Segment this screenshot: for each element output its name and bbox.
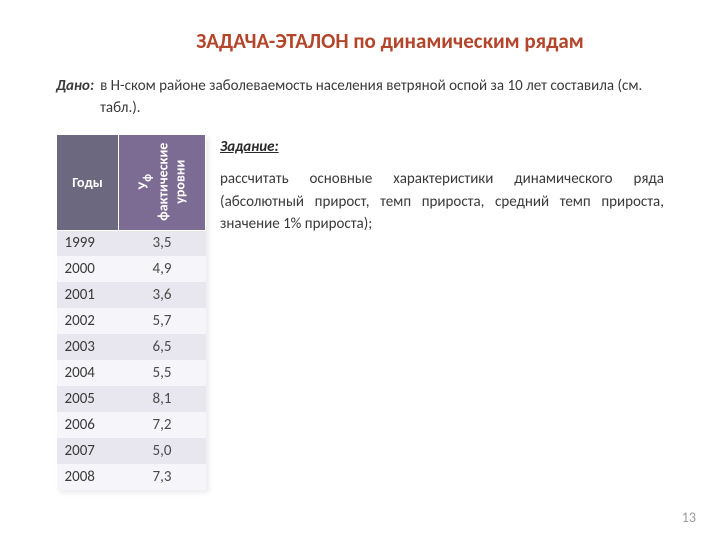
table-row: 19993,5 <box>57 230 206 256</box>
cell-value: 5,0 <box>119 438 206 464</box>
table-row: 20025,7 <box>57 308 206 334</box>
header-val-sub: ф <box>141 174 155 182</box>
table-row: 20067,2 <box>57 412 206 438</box>
data-table-wrap: Годы Уф фактические уровни 19993,520004,… <box>56 134 206 491</box>
page-number: 13 <box>682 509 696 526</box>
cell-value: 5,7 <box>119 308 206 334</box>
header-val-l3: уровни <box>171 160 188 204</box>
cell-year: 2006 <box>57 412 119 438</box>
header-val-l2: фактические <box>154 143 171 221</box>
cell-value: 3,6 <box>119 282 206 308</box>
cell-value: 8,1 <box>119 386 206 412</box>
cell-value: 4,9 <box>119 256 206 282</box>
given-label: Дано: <box>56 76 94 120</box>
cell-year: 2001 <box>57 282 119 308</box>
table-row: 20004,9 <box>57 256 206 282</box>
table-row: 20036,5 <box>57 334 206 360</box>
content-row: Годы Уф фактические уровни 19993,520004,… <box>56 134 664 491</box>
cell-year: 2007 <box>57 438 119 464</box>
cell-year: 2008 <box>57 464 119 490</box>
cell-year: 2003 <box>57 334 119 360</box>
task-label: Задание: <box>220 136 664 159</box>
table-row: 20045,5 <box>57 360 206 386</box>
cell-year: 1999 <box>57 230 119 256</box>
cell-value: 5,5 <box>119 360 206 386</box>
given-block: Дано: в Н-ском районе заболеваемость нас… <box>56 76 664 120</box>
table-header-year: Годы <box>57 134 119 230</box>
table-row: 20087,3 <box>57 464 206 490</box>
cell-value: 3,5 <box>119 230 206 256</box>
slide: ЗАДАЧА-ЭТАЛОН по динамическим рядам Дано… <box>0 0 720 540</box>
task-block: Задание: рассчитать основные характерист… <box>220 134 664 236</box>
cell-year: 2005 <box>57 386 119 412</box>
given-text: в Н-ском районе заболеваемость населения… <box>100 76 664 120</box>
header-val-sym: У <box>134 182 151 190</box>
cell-year: 2000 <box>57 256 119 282</box>
slide-title: ЗАДАЧА-ЭТАЛОН по динамическим рядам <box>116 28 664 54</box>
table-row: 20075,0 <box>57 438 206 464</box>
task-text: рассчитать основные характеристики динам… <box>220 168 664 236</box>
cell-value: 7,3 <box>119 464 206 490</box>
data-table: Годы Уф фактические уровни 19993,520004,… <box>56 134 206 491</box>
cell-value: 6,5 <box>119 334 206 360</box>
cell-year: 2002 <box>57 308 119 334</box>
table-row: 20013,6 <box>57 282 206 308</box>
table-row: 20058,1 <box>57 386 206 412</box>
cell-value: 7,2 <box>119 412 206 438</box>
table-header-value: Уф фактические уровни <box>119 134 206 230</box>
cell-year: 2004 <box>57 360 119 386</box>
table-body: 19993,520004,920013,620025,720036,520045… <box>57 230 206 490</box>
